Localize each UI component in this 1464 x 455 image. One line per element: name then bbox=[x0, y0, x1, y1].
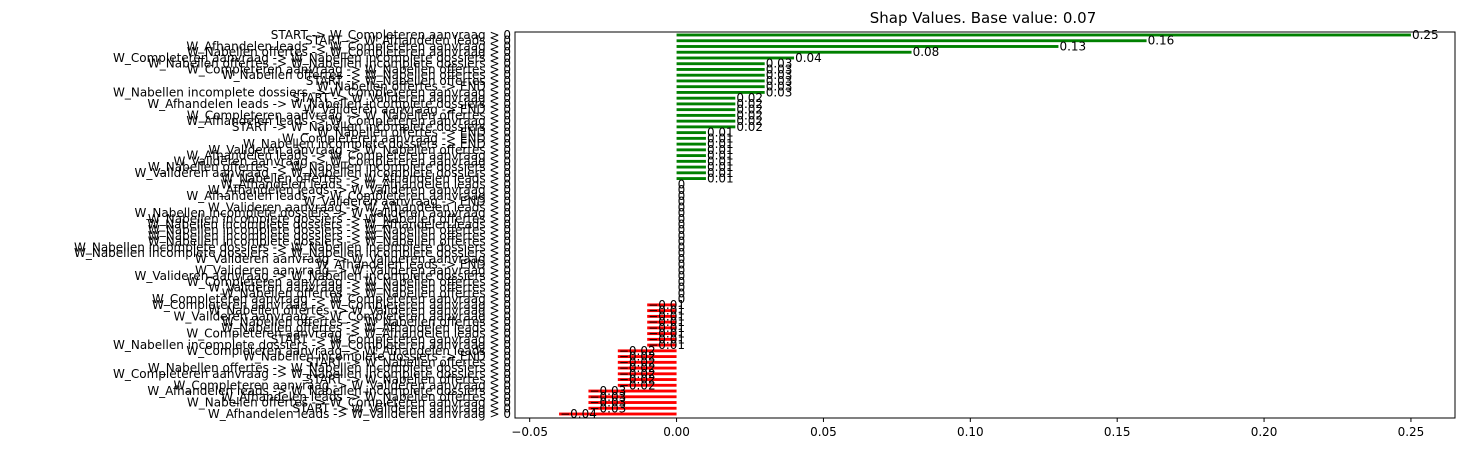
x-tick-label: 0.00 bbox=[663, 425, 690, 439]
bar bbox=[677, 143, 706, 146]
bar bbox=[677, 148, 706, 151]
x-tick-label: 0.05 bbox=[810, 425, 837, 439]
x-tick-label: 0.25 bbox=[1398, 425, 1425, 439]
bar bbox=[677, 120, 736, 123]
bar bbox=[677, 102, 736, 105]
bar bbox=[677, 80, 765, 83]
bar bbox=[677, 171, 706, 174]
bar bbox=[677, 154, 706, 157]
bar bbox=[677, 137, 706, 140]
bar bbox=[677, 160, 706, 163]
x-tick-label: 0.15 bbox=[1104, 425, 1131, 439]
bar-value-label: 0.13 bbox=[1059, 39, 1086, 53]
bar bbox=[677, 97, 736, 100]
bar bbox=[677, 45, 1059, 48]
bar-value-label: 0.04 bbox=[795, 51, 822, 65]
bar bbox=[677, 68, 765, 71]
bar bbox=[677, 85, 765, 88]
x-tick-label: 0.10 bbox=[957, 425, 984, 439]
x-tick-label: −0.05 bbox=[511, 425, 548, 439]
bar bbox=[677, 131, 706, 134]
bar-value-label: −0.04 bbox=[560, 407, 597, 421]
x-tick-label: 0.20 bbox=[1251, 425, 1278, 439]
bar-value-label: 0.08 bbox=[913, 45, 940, 59]
bar bbox=[677, 62, 765, 65]
bar-value-label: 0.01 bbox=[707, 172, 734, 186]
bar bbox=[677, 166, 706, 169]
bar bbox=[677, 108, 736, 111]
bar bbox=[677, 74, 765, 77]
bar-value-label: 0.03 bbox=[766, 85, 793, 99]
y-tick-labels: START -> W_Completeren aanvraag > 0START… bbox=[74, 28, 511, 421]
bar-value-label: 0.02 bbox=[736, 120, 763, 134]
x-axis: −0.05 0.00 0.05 0.10 0.15 0.20 0.25 bbox=[511, 418, 1424, 439]
y-tick-label: W_Afhandelen leads -> W_Valideren aanvra… bbox=[208, 407, 511, 421]
bars-layer bbox=[559, 34, 1411, 416]
bar bbox=[677, 51, 912, 54]
bar-value-label: 0.16 bbox=[1148, 34, 1175, 48]
bar bbox=[677, 114, 736, 117]
bar bbox=[677, 34, 1411, 37]
plot-frame bbox=[515, 32, 1455, 418]
bar-value-label: 0.25 bbox=[1412, 28, 1439, 42]
chart-title: Shap Values. Base value: 0.07 bbox=[870, 9, 1097, 27]
